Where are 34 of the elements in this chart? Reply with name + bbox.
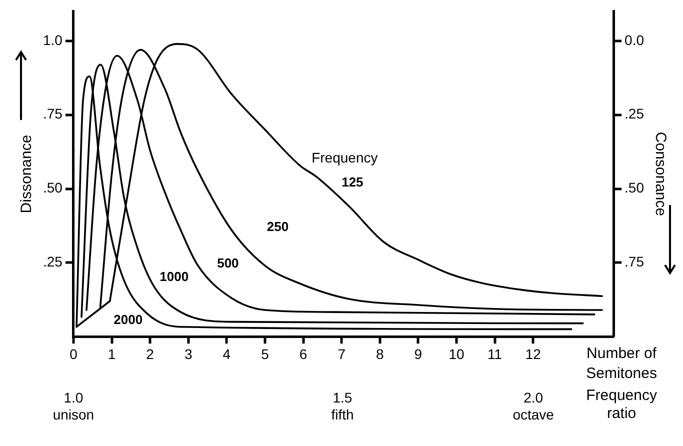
y-tick-label: .75 — [42, 106, 63, 122]
series-label: 2000 — [114, 312, 143, 327]
y2-axis-title: Consonance — [652, 132, 669, 216]
x2-axis-title: Frequency ratio — [586, 387, 658, 422]
y-tick-label: .25 — [42, 254, 63, 270]
x-tick-label: 11 — [488, 346, 502, 362]
x2-tick-label: 2.0 octave — [512, 390, 554, 422]
legend-title: Frequency — [312, 150, 378, 166]
y2-tick-label: .25 — [624, 106, 644, 122]
series-label: 500 — [217, 256, 239, 271]
x-tick-label: 7 — [338, 346, 346, 362]
y-tick-label: .50 — [42, 180, 63, 196]
x-tick-label: 8 — [376, 346, 384, 362]
series-label: 1000 — [160, 269, 189, 284]
x-tick-label: 10 — [448, 346, 464, 362]
y2-tick-label: 0.0 — [624, 32, 644, 48]
x2-tick-label: 1.0 unison — [52, 390, 94, 422]
y-tick-label: 1.0 — [42, 32, 63, 48]
series-label: 125 — [342, 174, 364, 190]
y2-tick-label: .50 — [624, 180, 644, 196]
x-tick-label: 0 — [70, 346, 78, 362]
x-axis-title: Number of Semitones — [586, 345, 658, 382]
y2-tick-label: .75 — [624, 254, 644, 270]
series-label: 250 — [266, 218, 289, 234]
x2-tick-label: 1.5 fifth — [331, 390, 354, 422]
y-axis-title: Dissonance — [18, 134, 36, 214]
x-tick-label: 6 — [299, 346, 308, 362]
x-tick-label: 3 — [184, 346, 192, 362]
x-tick-label: 4 — [222, 346, 231, 362]
x-tick-label: 1 — [108, 346, 116, 362]
x-tick-label: 5 — [261, 346, 270, 362]
x-tick-label: 2 — [146, 346, 154, 362]
x-tick-label: 12 — [525, 346, 542, 362]
x-tick-label: 9 — [414, 346, 422, 362]
